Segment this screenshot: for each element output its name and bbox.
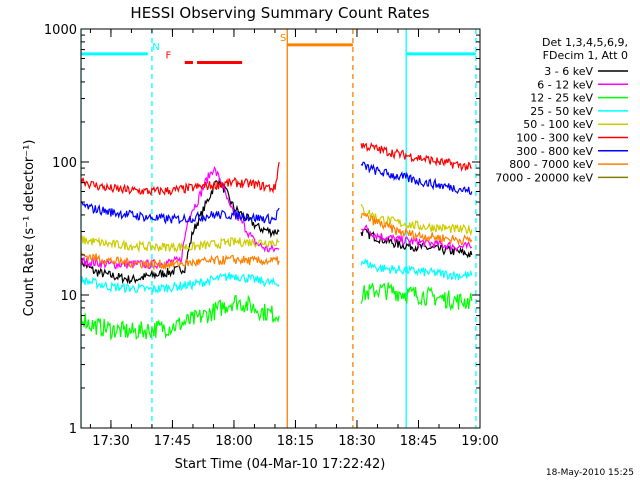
series-line-7-post-gap [360, 212, 473, 246]
series-line-4-post-gap [360, 203, 473, 237]
series-line-4-pre-gap [81, 235, 280, 253]
y-tick-label-3: 1000 [44, 23, 77, 38]
series-line-2-pre-gap [81, 294, 280, 341]
series-line-5-pre-gap [81, 161, 280, 196]
y-tick-label-1: 10 [60, 289, 77, 304]
x-tick-label-4: 18:30 [338, 434, 375, 449]
axes-layer: 1 10 100 1000 17:30 17:45 18:00 18:15 18:30 18:45… [44, 23, 499, 449]
x-tick-label-6: 19:00 [461, 434, 498, 449]
series-line-6-pre-gap [81, 200, 280, 225]
x-tick-label-0: 17:30 [92, 434, 129, 449]
x-tick-label-5: 18:45 [400, 434, 437, 449]
legend-label-3: 25 - 50 keV [530, 105, 593, 118]
y-tick-label-0: 1 [69, 422, 77, 437]
series-line-2-post-gap [360, 282, 473, 312]
plot-layer: NF S [81, 29, 477, 428]
legend-label-0: 3 - 6 keV [544, 65, 593, 78]
plot-frame [80, 28, 481, 429]
state-s-label: S [280, 33, 286, 44]
x-tick-label-3: 18:15 [277, 434, 314, 449]
x-tick-label-2: 18:00 [215, 434, 252, 449]
x-axis-label: Start Time (04-Mar-10 17:22:42) [175, 457, 386, 472]
x-tick-label-1: 17:45 [154, 434, 191, 449]
series-line-5-post-gap [360, 141, 472, 172]
y-axis-label: Count Rate (s⁻¹ detector⁻¹) [22, 140, 37, 317]
series-line-6-post-gap [360, 161, 473, 196]
series-line-0-pre-gap [81, 177, 280, 285]
legend-header-line-2: FDecim 1, Att 0 [543, 49, 628, 62]
legend-header-line-1: Det 1,3,4,5,6,9, [542, 36, 628, 49]
legend-label-2: 12 - 25 keV [530, 92, 593, 105]
legend-label-6: 300 - 800 keV [516, 145, 593, 158]
legend: Det 1,3,4,5,6,9, FDecim 1, Att 0 3 - 6 k… [495, 36, 628, 184]
legend-label-8: 7000 - 20000 keV [495, 171, 593, 184]
state-f-label: F [165, 50, 171, 61]
chart-title: HESSI Observing Summary Count Rates [130, 4, 429, 22]
state-n-label: N [152, 42, 159, 53]
legend-label-4: 50 - 100 keV [523, 118, 593, 131]
footer-timestamp: 18-May-2010 15:25 [546, 468, 634, 478]
series-line-3-post-gap [360, 258, 473, 281]
legend-label-1: 6 - 12 keV [537, 78, 593, 91]
legend-label-7: 800 - 7000 keV [509, 158, 593, 171]
series-line-1-post-gap [361, 224, 473, 253]
legend-label-5: 100 - 300 keV [516, 132, 593, 145]
y-tick-label-2: 100 [52, 156, 77, 171]
series-line-7-pre-gap [81, 251, 280, 271]
plot-area [81, 29, 477, 428]
series-line-3-pre-gap [81, 272, 280, 295]
